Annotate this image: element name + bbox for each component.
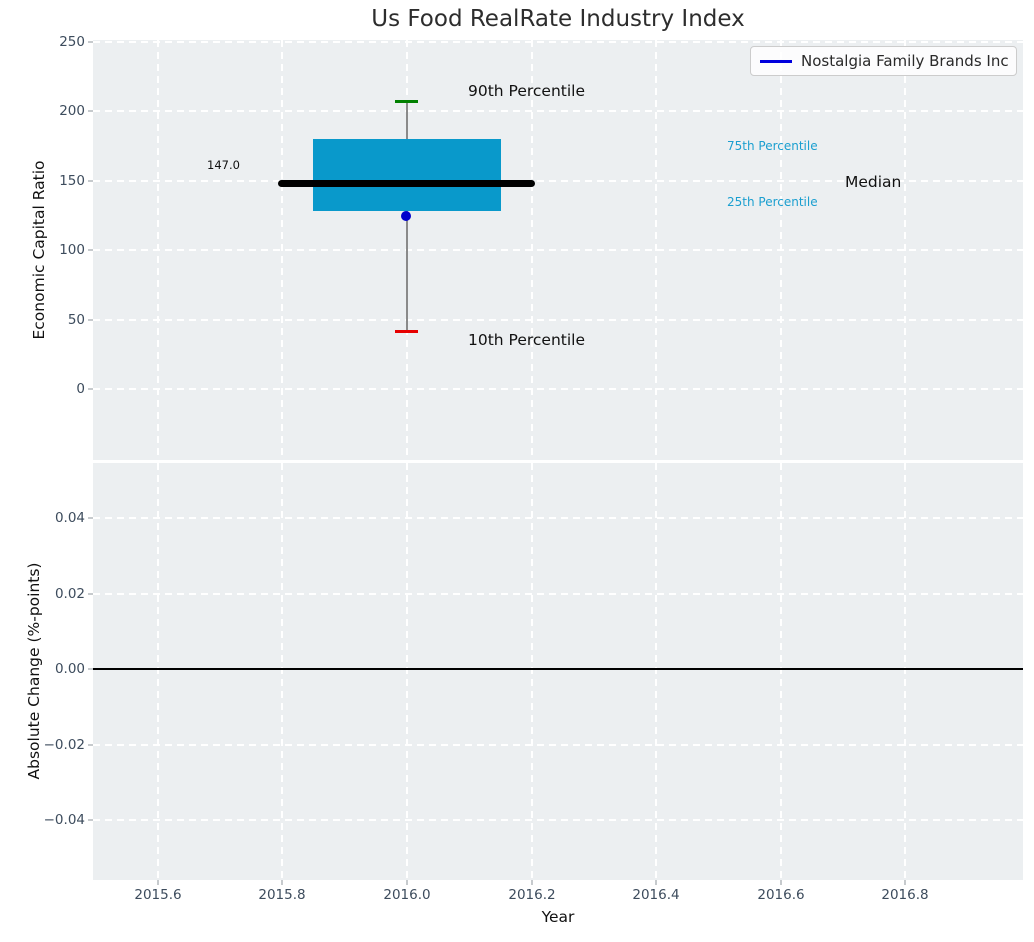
legend-line-sample	[760, 59, 792, 63]
xtick-2016.0: 2016.0	[383, 887, 431, 903]
xtick-2016.8: 2016.8	[881, 887, 929, 903]
tick-mark	[88, 41, 93, 43]
ytick-neg0.04: −0.04	[43, 812, 85, 828]
xtick-2015.8: 2015.8	[258, 887, 306, 903]
top-y-axis-label: Economic Capital Ratio	[30, 160, 48, 340]
ytick-250: 250	[59, 34, 85, 50]
bottom-y-axis-label: Absolute Change (%-points)	[25, 562, 43, 780]
x-axis-label: Year	[541, 908, 575, 926]
xtick-2016.6: 2016.6	[757, 887, 805, 903]
legend: Nostalgia Family Brands Inc	[750, 46, 1017, 76]
tick-mark	[655, 880, 657, 885]
gridline	[406, 463, 408, 880]
tick-mark	[406, 880, 408, 885]
tick-mark	[88, 819, 93, 821]
ytick-0.04: 0.04	[54, 510, 85, 526]
tick-mark	[88, 388, 93, 390]
ytick-0: 0	[76, 381, 85, 397]
ytick-50: 50	[67, 312, 85, 328]
gridline	[780, 463, 782, 880]
gridline	[93, 41, 1023, 43]
ytick-0.02: 0.02	[54, 586, 85, 602]
ytick-neg0.02: −0.02	[43, 737, 85, 753]
boxplot-10th-percentile-cap	[395, 330, 418, 333]
xtick-2016.2: 2016.2	[508, 887, 556, 903]
annotation-90th-percentile: 90th Percentile	[468, 82, 586, 100]
chart-title: Us Food RealRate Industry Index	[371, 6, 745, 32]
tick-mark	[88, 180, 93, 182]
tick-mark	[531, 880, 533, 885]
boxplot-90th-percentile-cap	[395, 100, 418, 103]
tick-mark	[88, 668, 93, 670]
legend-label: Nostalgia Family Brands Inc	[801, 52, 1009, 70]
gridline	[93, 180, 1023, 182]
gridline	[93, 319, 1023, 321]
tick-mark	[88, 744, 93, 746]
tick-mark	[780, 880, 782, 885]
gridline	[93, 517, 1023, 519]
gridline	[281, 463, 283, 880]
gridline	[93, 819, 1023, 821]
gridline	[655, 463, 657, 880]
tick-mark	[281, 880, 283, 885]
median-value-annotation: 147.0	[207, 158, 240, 172]
ytick-150: 150	[59, 173, 85, 189]
absolute-change-plot-area	[93, 463, 1023, 880]
gridline	[93, 110, 1023, 112]
boxplot-median-line	[278, 180, 535, 187]
gridline	[93, 593, 1023, 595]
gridline	[93, 388, 1023, 390]
gridline	[531, 463, 533, 880]
ytick-100: 100	[59, 242, 85, 258]
annotation-25th-percentile: 25th Percentile	[727, 195, 818, 209]
tick-mark	[88, 319, 93, 321]
gridline	[904, 463, 906, 880]
tick-mark	[88, 249, 93, 251]
tick-mark	[157, 880, 159, 885]
boxplot-iqr-box	[313, 139, 501, 211]
tick-mark	[88, 517, 93, 519]
gridline	[93, 249, 1023, 251]
company-data-point	[401, 211, 411, 221]
annotation-10th-percentile: 10th Percentile	[468, 331, 586, 349]
tick-mark	[904, 880, 906, 885]
tick-mark	[88, 593, 93, 595]
annotation-median: Median	[845, 173, 902, 191]
tick-mark	[88, 110, 93, 112]
annotation-75th-percentile: 75th Percentile	[727, 139, 818, 153]
ytick-200: 200	[59, 103, 85, 119]
xtick-2015.6: 2015.6	[134, 887, 182, 903]
gridline	[157, 463, 159, 880]
zero-reference-line	[93, 668, 1023, 670]
ytick-0.00: 0.00	[54, 661, 85, 677]
capital-ratio-plot-area: 147.0 90th Percentile 10th Percentile 75…	[93, 40, 1023, 460]
xtick-2016.4: 2016.4	[632, 887, 680, 903]
gridline	[93, 744, 1023, 746]
